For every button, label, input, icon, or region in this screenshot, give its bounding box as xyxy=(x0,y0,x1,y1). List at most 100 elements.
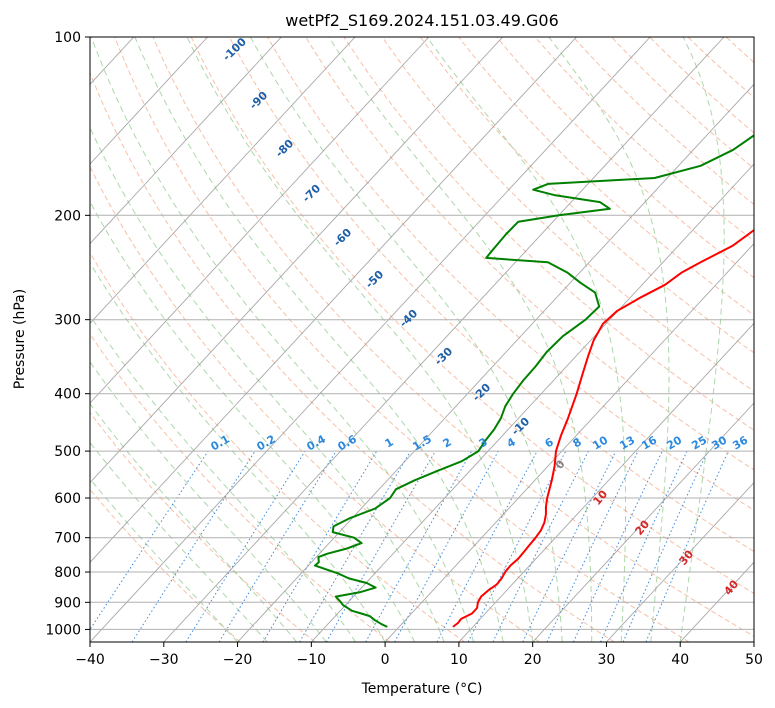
mixing-ratio-label: 0.2 xyxy=(255,432,278,453)
mixing-ratio-line xyxy=(131,450,256,642)
mixing-ratio-label: 10 xyxy=(590,433,610,452)
moist-adiabat xyxy=(90,200,416,642)
mixing-ratio-line xyxy=(600,450,688,642)
moist-adiabat xyxy=(679,37,725,642)
dry-adiabat xyxy=(90,488,241,642)
moist-adiabat xyxy=(90,261,386,642)
moist-adiabat xyxy=(250,37,563,642)
moist-adiabat xyxy=(90,126,445,642)
isotherm-label: -80 xyxy=(273,137,297,160)
y-tick-label: 600 xyxy=(54,491,81,507)
skewed-isotherm xyxy=(384,242,754,642)
moist-adiabat-label: 0 xyxy=(553,457,568,471)
dry-adiabat xyxy=(611,37,754,170)
y-tick-label: 200 xyxy=(54,208,81,224)
chart-title: wetPf2_S169.2024.151.03.49.G06 xyxy=(285,11,559,31)
x-tick-label: 30 xyxy=(598,652,616,668)
mixing-ratio-label: 13 xyxy=(617,434,637,453)
mixing-ratio-line xyxy=(546,450,639,642)
moist-adiabat xyxy=(186,37,534,642)
mixing-ratio-line xyxy=(365,450,473,642)
skewed-isotherm xyxy=(90,37,504,484)
mixing-ratio-line xyxy=(299,450,411,642)
x-axis-title: Temperature (°C) xyxy=(361,681,483,697)
moist-adiabat xyxy=(426,37,627,642)
mixing-ratio-label: 30 xyxy=(709,433,729,452)
dry-adiabat xyxy=(420,37,754,354)
mixing-ratio-label: 6 xyxy=(543,435,556,450)
skewed-isotherm xyxy=(237,83,754,642)
mixing-ratio-line xyxy=(218,450,337,642)
dry-adiabat xyxy=(343,37,754,431)
mixing-ratio-line xyxy=(436,450,538,642)
x-tick-label: −30 xyxy=(149,652,179,668)
skewed-isotherm xyxy=(163,37,725,642)
isotherm-label: -100 xyxy=(220,35,249,64)
skewed-isotherm xyxy=(90,37,208,165)
dry-adiabat xyxy=(114,37,690,642)
dry-adiabat xyxy=(381,37,754,392)
skewed-isotherm xyxy=(753,641,754,642)
x-tick-label: −20 xyxy=(223,652,253,668)
mixing-ratio-line xyxy=(645,450,729,642)
mixing-ratio-line xyxy=(573,450,663,642)
temperature-line xyxy=(452,228,754,628)
dry-adiabat xyxy=(90,411,316,642)
moist-adiabat xyxy=(134,37,504,642)
background-lines xyxy=(0,37,775,642)
x-tick-label: 50 xyxy=(745,652,763,668)
y-tick-label: 100 xyxy=(54,30,81,46)
moist-adiabat-label: 30 xyxy=(676,547,696,567)
dry-adiabat xyxy=(90,71,615,642)
plot-frame xyxy=(89,36,755,643)
isotherm-label: -40 xyxy=(397,307,421,330)
dry-adiabat xyxy=(764,37,775,642)
dry-adiabat xyxy=(228,37,754,553)
skewed-isotherm xyxy=(532,402,754,642)
mixing-ratio-label: 0.1 xyxy=(209,432,232,453)
y-tick-label: 800 xyxy=(54,565,81,581)
dry-adiabat xyxy=(687,37,754,99)
dry-adiabat xyxy=(90,165,540,642)
y-tick-label: 1000 xyxy=(45,622,81,638)
skewed-isotherm xyxy=(90,37,651,642)
mixing-ratio-label: 20 xyxy=(664,433,684,452)
grid-lines xyxy=(90,36,754,630)
skewed-isotherm xyxy=(90,37,430,404)
moist-adiabat xyxy=(548,37,670,642)
moist-adiabat-label: 20 xyxy=(632,517,652,537)
x-axis-ticks: −40 −30 −20 −10 0 10 20 30 40 50 xyxy=(75,642,763,668)
isotherm-label: -10 xyxy=(509,415,533,438)
dry-adiabat xyxy=(152,37,754,637)
skewed-isotherm xyxy=(679,561,754,642)
mixing-ratio-label: 0.6 xyxy=(336,432,360,453)
isotherm-label: -60 xyxy=(331,226,355,249)
mixing-ratio-label: 0.4 xyxy=(305,432,329,453)
y-axis-ticks: 1000 900 800 700 600 500 400 300 200 100 xyxy=(45,30,90,638)
mixing-ratio-label: 36 xyxy=(730,433,750,452)
mixing-ratio-label: 8 xyxy=(571,435,584,450)
dry-adiabat xyxy=(572,37,754,206)
mixing-ratio-label: 16 xyxy=(639,433,659,452)
skewed-isotherm xyxy=(0,37,60,642)
dry-adiabat xyxy=(90,333,391,642)
mixing-ratio-label: 1.5 xyxy=(411,432,434,453)
y-tick-label: 500 xyxy=(54,444,81,460)
moist-adiabat xyxy=(90,441,268,642)
isotherm-label: -50 xyxy=(363,268,387,291)
dry-adiabat xyxy=(496,37,754,279)
moist-adiabat xyxy=(90,37,475,642)
y-tick-label: 900 xyxy=(54,595,81,611)
dry-adiabat xyxy=(725,37,754,64)
mixing-ratio-line xyxy=(262,450,378,642)
mixing-ratio-line xyxy=(394,450,499,642)
isotherm-label: -20 xyxy=(470,381,494,404)
y-tick-label: 400 xyxy=(54,387,81,403)
mixing-ratio-line xyxy=(325,450,436,642)
skewed-isotherm xyxy=(606,481,754,642)
moist-adiabat xyxy=(90,360,327,642)
mixing-ratio-line xyxy=(492,450,589,642)
x-tick-label: 40 xyxy=(671,652,689,668)
mixing-ratio-line xyxy=(185,450,306,642)
